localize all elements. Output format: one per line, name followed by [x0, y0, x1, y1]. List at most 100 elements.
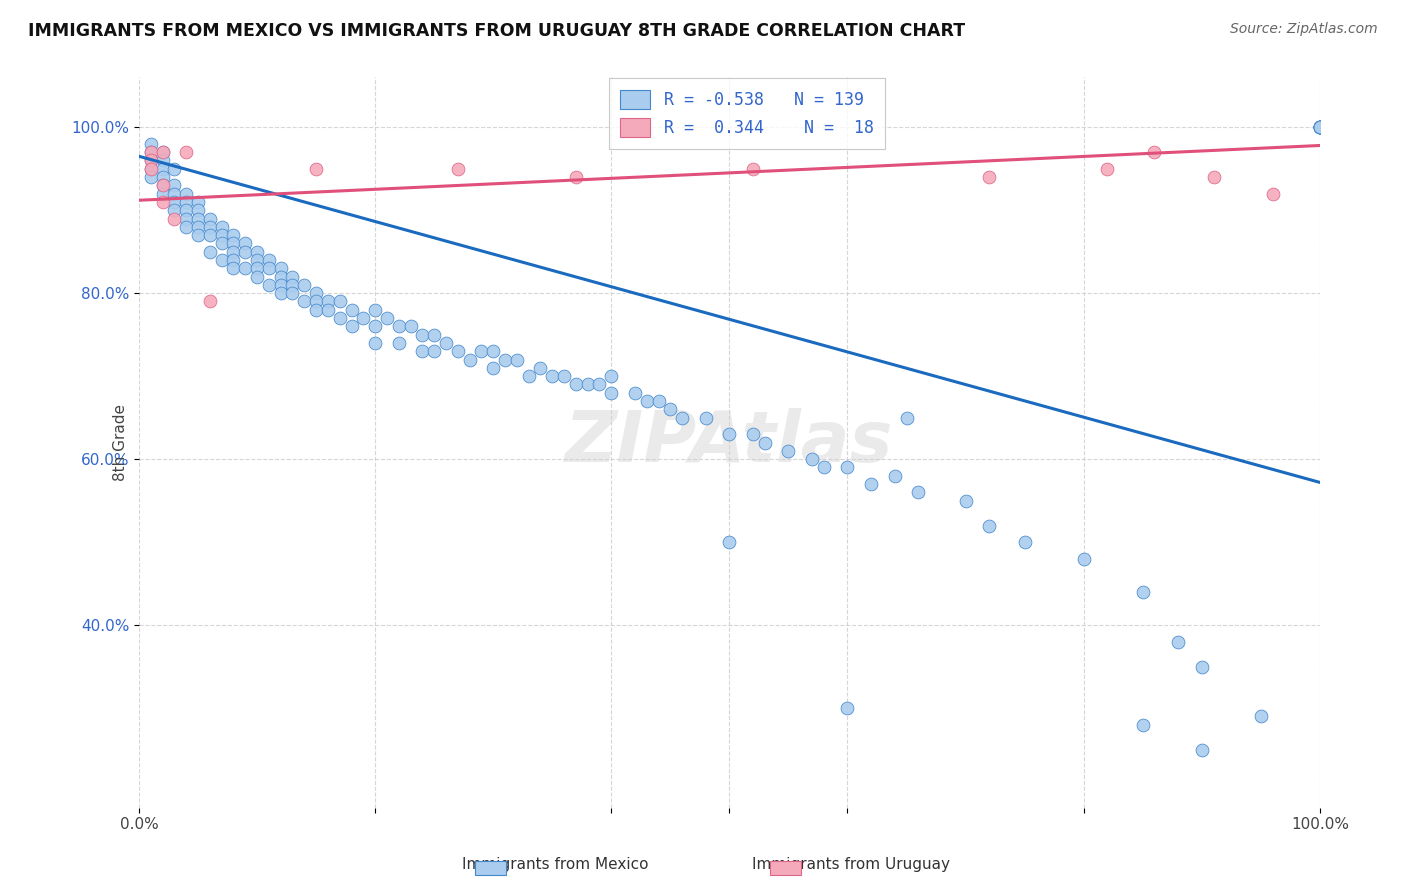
Point — [139, 145, 162, 160]
Text: ZIPAtlas: ZIPAtlas — [565, 408, 894, 477]
Point — [187, 228, 209, 243]
Point — [257, 261, 280, 276]
Point — [152, 178, 174, 193]
Point — [1309, 120, 1331, 135]
Point — [695, 410, 717, 425]
Point — [292, 277, 315, 292]
Point — [198, 294, 221, 309]
Point — [1250, 709, 1272, 723]
Point — [233, 261, 256, 276]
Point — [211, 252, 233, 267]
Point — [470, 344, 492, 359]
Point — [139, 153, 162, 168]
Point — [233, 236, 256, 251]
Point — [163, 186, 186, 201]
Point — [553, 369, 575, 384]
Point — [257, 277, 280, 292]
Point — [139, 161, 162, 176]
Point — [1309, 120, 1331, 135]
Point — [198, 219, 221, 234]
Point — [364, 302, 387, 317]
Point — [1261, 186, 1284, 201]
Point — [659, 402, 682, 417]
Point — [246, 269, 269, 284]
Point — [388, 336, 411, 351]
Point — [174, 194, 197, 209]
Point — [246, 244, 269, 259]
Point — [399, 319, 422, 334]
Point — [174, 219, 197, 234]
Point — [1309, 120, 1331, 135]
Point — [600, 369, 623, 384]
Point — [305, 294, 328, 309]
Point — [211, 228, 233, 243]
Point — [541, 369, 564, 384]
Point — [364, 319, 387, 334]
Point — [1132, 585, 1154, 599]
Point — [163, 178, 186, 193]
Point — [329, 311, 352, 326]
Point — [1014, 535, 1036, 549]
Point — [529, 360, 551, 375]
Point — [423, 327, 446, 342]
Point — [198, 211, 221, 226]
Point — [198, 244, 221, 259]
Point — [152, 161, 174, 176]
Point — [907, 485, 929, 500]
Point — [388, 319, 411, 334]
Point — [883, 468, 905, 483]
Point — [187, 219, 209, 234]
Point — [1309, 120, 1331, 135]
Point — [434, 336, 457, 351]
Point — [174, 186, 197, 201]
Point — [506, 352, 529, 367]
Point — [139, 161, 162, 176]
Point — [152, 145, 174, 160]
Point — [458, 352, 481, 367]
Legend: R = -0.538   N = 139, R =  0.344    N =  18: R = -0.538 N = 139, R = 0.344 N = 18 — [609, 78, 886, 149]
Point — [742, 427, 765, 442]
Point — [281, 286, 304, 301]
Point — [305, 161, 328, 176]
Point — [187, 203, 209, 218]
Point — [364, 336, 387, 351]
Point — [979, 518, 1001, 533]
Point — [1132, 717, 1154, 731]
Point — [955, 493, 977, 508]
Point — [281, 277, 304, 292]
Point — [423, 344, 446, 359]
Point — [588, 377, 610, 392]
Text: IMMIGRANTS FROM MEXICO VS IMMIGRANTS FROM URUGUAY 8TH GRADE CORRELATION CHART: IMMIGRANTS FROM MEXICO VS IMMIGRANTS FRO… — [28, 22, 966, 40]
Point — [316, 302, 339, 317]
Point — [447, 344, 470, 359]
Point — [163, 194, 186, 209]
Point — [163, 203, 186, 218]
Point — [174, 203, 197, 218]
Point — [813, 460, 835, 475]
Point — [305, 286, 328, 301]
Point — [222, 228, 245, 243]
Point — [198, 228, 221, 243]
Point — [305, 302, 328, 317]
Point — [329, 294, 352, 309]
Point — [1202, 169, 1225, 184]
Point — [1097, 161, 1119, 176]
Point — [647, 394, 669, 409]
Point — [600, 385, 623, 400]
Point — [139, 136, 162, 151]
Point — [896, 410, 918, 425]
Point — [246, 261, 269, 276]
Point — [211, 236, 233, 251]
Point — [163, 161, 186, 176]
Point — [1309, 120, 1331, 135]
Point — [718, 535, 741, 549]
Text: Immigrants from Mexico: Immigrants from Mexico — [463, 857, 648, 872]
Point — [1167, 634, 1189, 648]
Point — [222, 261, 245, 276]
Point — [270, 277, 292, 292]
Point — [139, 153, 162, 168]
Point — [152, 194, 174, 209]
Point — [211, 219, 233, 234]
Y-axis label: 8th Grade: 8th Grade — [112, 404, 128, 481]
Point — [152, 145, 174, 160]
